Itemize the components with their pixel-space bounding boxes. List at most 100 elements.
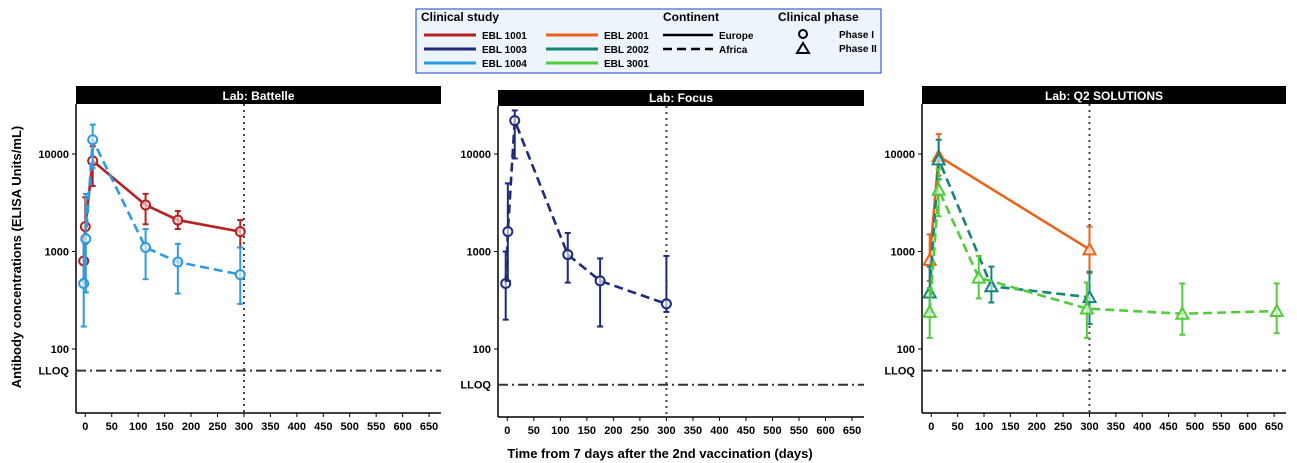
data-point-ebl-1003 [594,275,606,287]
data-point-ebl-1003 [509,115,521,127]
x-tick-label: 500 [1186,421,1204,433]
y-tick-label: 10000 [38,149,69,161]
data-point-ebl-3001 [971,269,987,284]
panel-2: Lab: Focus 100 1000 10000 LLOQ 0 50 100 150 200 25… [460,90,864,437]
legend-label-ebl-1004: EBL 1004 [482,59,527,70]
panel-title-q2-solutions: Lab: Q2 SOLUTIONS [1045,89,1163,103]
x-tick-label: 350 [684,425,702,437]
series-line-ebl-2002 [928,158,1090,299]
panel-3: Lab: Q2 SOLUTIONS 100 1000 10000 LLOQ 0 50 100 1… [884,86,1286,433]
series-ebl-2002 [922,138,1098,326]
x-tick-label: 500 [763,425,781,437]
panel-1: Lab: Battelle 100 1000 10000 LLOQ 0 50 100 150 20… [38,86,441,433]
legend-label-ebl-3001: EBL 3001 [604,59,649,70]
panel-strip-battelle [76,86,441,104]
x-tick-label: 250 [208,421,226,433]
x-tick-label: 250 [1054,421,1072,433]
x-tick-label: 300 [1080,421,1098,433]
x-tick-label: 600 [393,421,411,433]
x-tick-label: 450 [1159,421,1177,433]
series-line-ebl-1004 [82,138,241,284]
y-axis-title: Antibody concentrations (ELISA Units/mL) [9,126,24,388]
y-tick-label: 1000 [891,247,915,259]
data-point-ebl-1001 [172,214,184,226]
x-tick-label: 350 [261,421,279,433]
x-tick-label: 500 [341,421,359,433]
data-point-ebl-1001 [140,199,152,211]
data-point-ebl-2002 [930,151,947,166]
data-point-ebl-1003 [502,226,514,238]
series-ebl-2001 [922,133,1098,282]
data-point-ebl-3001 [1269,302,1285,318]
x-tick-label: 50 [952,421,964,433]
series-ebl-1001 [78,145,246,282]
x-tick-label: 100 [551,425,569,437]
legend-symbol-phase-2 [795,41,811,54]
legend-box [415,8,882,74]
y-tick-label: 100 [473,344,491,356]
legend-label-phase-1: Phase I [839,30,874,41]
x-tick-label: 100 [975,421,993,433]
x-tick-label: 600 [1239,421,1257,433]
x-tick-label: 550 [790,425,808,437]
data-point-ebl-1004 [234,269,246,281]
x-tick-label: 250 [631,425,649,437]
x-axis-title: Time from 7 days after the 2nd vaccinati… [507,446,812,461]
x-tick-label: 550 [1212,421,1230,433]
data-point-ebl-1004 [80,233,92,245]
x-tick-label: 50 [106,421,118,433]
legend-label-ebl-1001: EBL 1001 [482,31,527,42]
series-ebl-1003 [500,109,672,328]
data-point-ebl-2002 [983,278,1000,293]
data-point-ebl-1003 [660,298,672,310]
x-tick-label: 150 [155,421,173,433]
x-tick-label: 0 [504,425,510,437]
data-point-ebl-3001 [1174,305,1191,320]
x-tick-label: 600 [816,425,834,437]
legend-label-ebl-1003: EBL 1003 [482,45,527,56]
y-tick-label: 100 [51,344,69,356]
series-line-ebl-2001 [928,154,1091,261]
x-tick-label: 650 [843,425,861,437]
x-tick-label: 100 [129,421,147,433]
legend-title-study: Clinical study [421,10,499,24]
y-tick-label: 1000 [467,247,491,259]
x-tick-label: 0 [82,421,88,433]
y-tick-label: 1000 [45,247,69,259]
data-point-ebl-1003 [562,249,574,261]
x-tick-label: 400 [288,421,306,433]
data-point-ebl-1004 [172,256,184,268]
x-tick-label: 150 [1001,421,1019,433]
panel-strip-q2-solutions [922,86,1286,104]
data-point-ebl-1001 [234,226,246,238]
x-tick-label: 300 [657,425,675,437]
x-tick-label: 200 [182,421,200,433]
data-point-ebl-3001 [922,303,938,318]
series-line-ebl-1001 [82,159,241,262]
y-tick-label: 100 [897,344,915,356]
series-ebl-3001 [922,168,1285,339]
x-tick-label: 350 [1107,421,1125,433]
series-line-ebl-3001 [928,188,1277,316]
lloq-label: LLOQ [38,366,69,378]
legend-symbol-phase-1 [798,29,808,39]
series-line-ebl-1003 [504,119,667,306]
legend-label-ebl-2002: EBL 2002 [604,45,649,56]
data-point-ebl-1004 [87,134,99,146]
legend: Clinical study Continent Clinical phase EBL… [415,8,882,74]
data-point-ebl-1004 [78,277,90,289]
panel-title-battelle: Lab: Battelle [222,89,294,103]
y-tick-label: 10000 [460,149,491,161]
legend-label-phase-2: Phase II [839,44,877,55]
x-tick-label: 200 [604,425,622,437]
x-tick-label: 400 [710,425,728,437]
x-tick-label: 400 [1133,421,1151,433]
legend-title-continent: Continent [663,10,719,24]
x-tick-label: 650 [420,421,438,433]
data-point-ebl-2001 [1081,241,1098,256]
panel-title-focus: Lab: Focus [649,91,713,105]
x-tick-label: 450 [314,421,332,433]
x-tick-label: 550 [367,421,385,433]
x-tick-label: 650 [1265,421,1283,433]
lloq-label: LLOQ [460,380,491,392]
